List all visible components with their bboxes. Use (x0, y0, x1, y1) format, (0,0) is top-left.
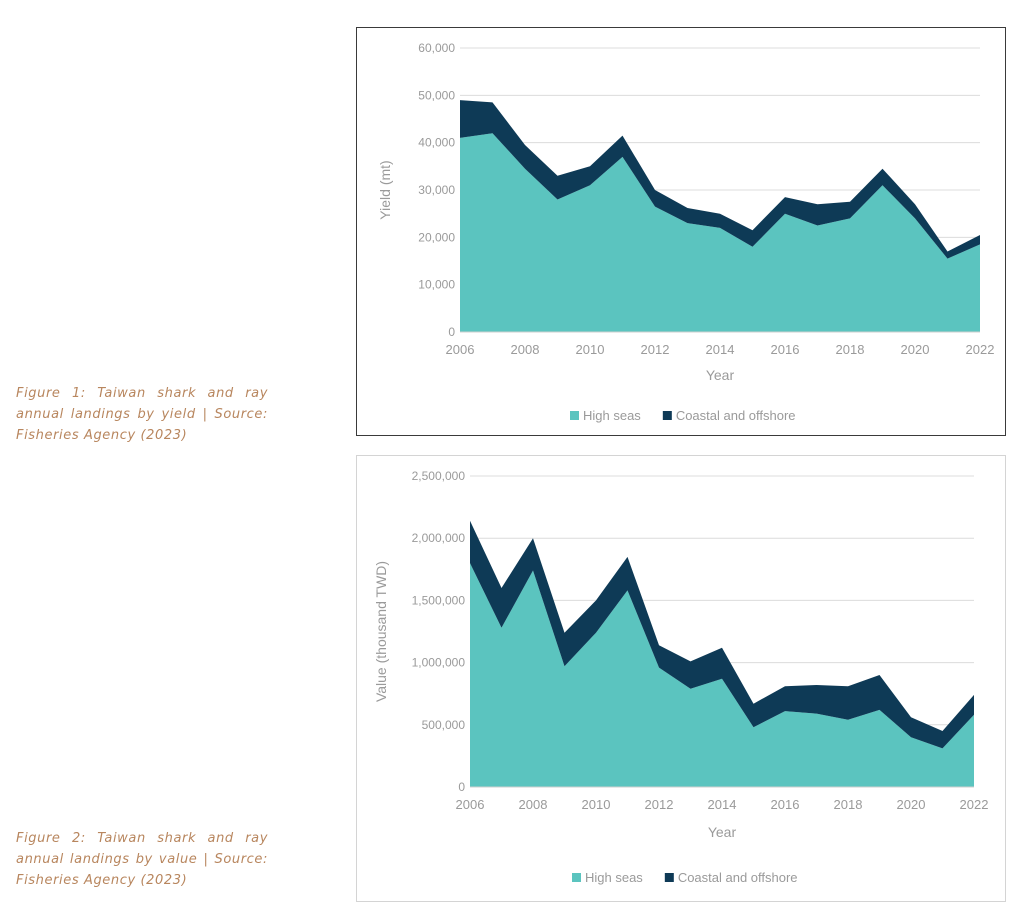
legend-label-coastal-offshore: Coastal and offshore (678, 870, 798, 885)
y-tick-label: 0 (448, 325, 455, 339)
x-tick-label: 2020 (897, 797, 926, 812)
yield-chart-panel: 0 10,000 20,000 30,000 40,000 50,000 60,000 200… (356, 27, 1006, 436)
legend-swatch-coastal-offshore (662, 411, 672, 420)
y-tick-label: 2,500,000 (412, 469, 466, 483)
legend-swatch-coastal-offshore (664, 873, 674, 882)
x-tick-label: 2018 (836, 342, 865, 357)
legend-swatch-high-seas (572, 873, 581, 882)
x-tick-label: 2010 (582, 797, 611, 812)
y-tick-label: 60,000 (418, 41, 455, 55)
y-tick-label: 30,000 (418, 183, 455, 197)
x-tick-label: 2008 (519, 797, 548, 812)
x-tick-label: 2016 (771, 797, 800, 812)
legend-label-high-seas: High seas (585, 870, 643, 885)
legend-swatch-high-seas (570, 411, 579, 420)
x-tick-label: 2012 (641, 342, 670, 357)
value-chart-panel: 0 500,000 1,000,000 1,500,000 2,000,000 2,500… (356, 455, 1006, 902)
y-tick-label: 50,000 (418, 88, 455, 102)
legend-label-high-seas: High seas (583, 408, 641, 423)
x-tick-label: 2020 (901, 342, 930, 357)
legend-label-coastal-offshore: Coastal and offshore (676, 408, 796, 423)
yield-chart: 0 10,000 20,000 30,000 40,000 50,000 60,000 200… (377, 41, 995, 423)
y-tick-label: 1,000,000 (412, 656, 466, 670)
x-tick-label: 2016 (771, 342, 800, 357)
x-tick-label: 2018 (834, 797, 863, 812)
y-tick-label: 1,500,000 (412, 593, 466, 607)
coastal-offshore-area (460, 100, 980, 259)
x-tick-label: 2010 (576, 342, 605, 357)
y-tick-label: 20,000 (418, 230, 455, 244)
y-tick-label: 0 (458, 780, 465, 794)
x-tick-label: 2014 (706, 342, 735, 357)
x-axis-title: Year (706, 367, 735, 383)
x-tick-label: 2012 (645, 797, 674, 812)
y-axis-title: Yield (mt) (377, 160, 393, 219)
x-tick-label: 2022 (966, 342, 995, 357)
x-tick-label: 2022 (960, 797, 989, 812)
figure-2-caption: Figure 2: Taiwan shark and ray annual la… (16, 831, 268, 888)
x-tick-label: 2006 (446, 342, 475, 357)
y-tick-label: 40,000 (418, 136, 455, 150)
y-tick-label: 10,000 (418, 278, 455, 292)
high-seas-area (460, 133, 980, 332)
value-chart: 0 500,000 1,000,000 1,500,000 2,000,000 2,500… (373, 469, 989, 885)
x-tick-label: 2008 (511, 342, 540, 357)
x-axis-title: Year (708, 824, 737, 840)
y-tick-label: 2,000,000 (412, 531, 466, 545)
y-axis-title: Value (thousand TWD) (373, 561, 389, 702)
high-seas-area (470, 563, 974, 787)
y-tick-label: 500,000 (422, 718, 466, 732)
x-tick-label: 2006 (456, 797, 485, 812)
figure-1-caption: Figure 1: Taiwan shark and ray annual la… (16, 386, 268, 443)
x-tick-label: 2014 (708, 797, 737, 812)
coastal-offshore-area (470, 520, 974, 749)
